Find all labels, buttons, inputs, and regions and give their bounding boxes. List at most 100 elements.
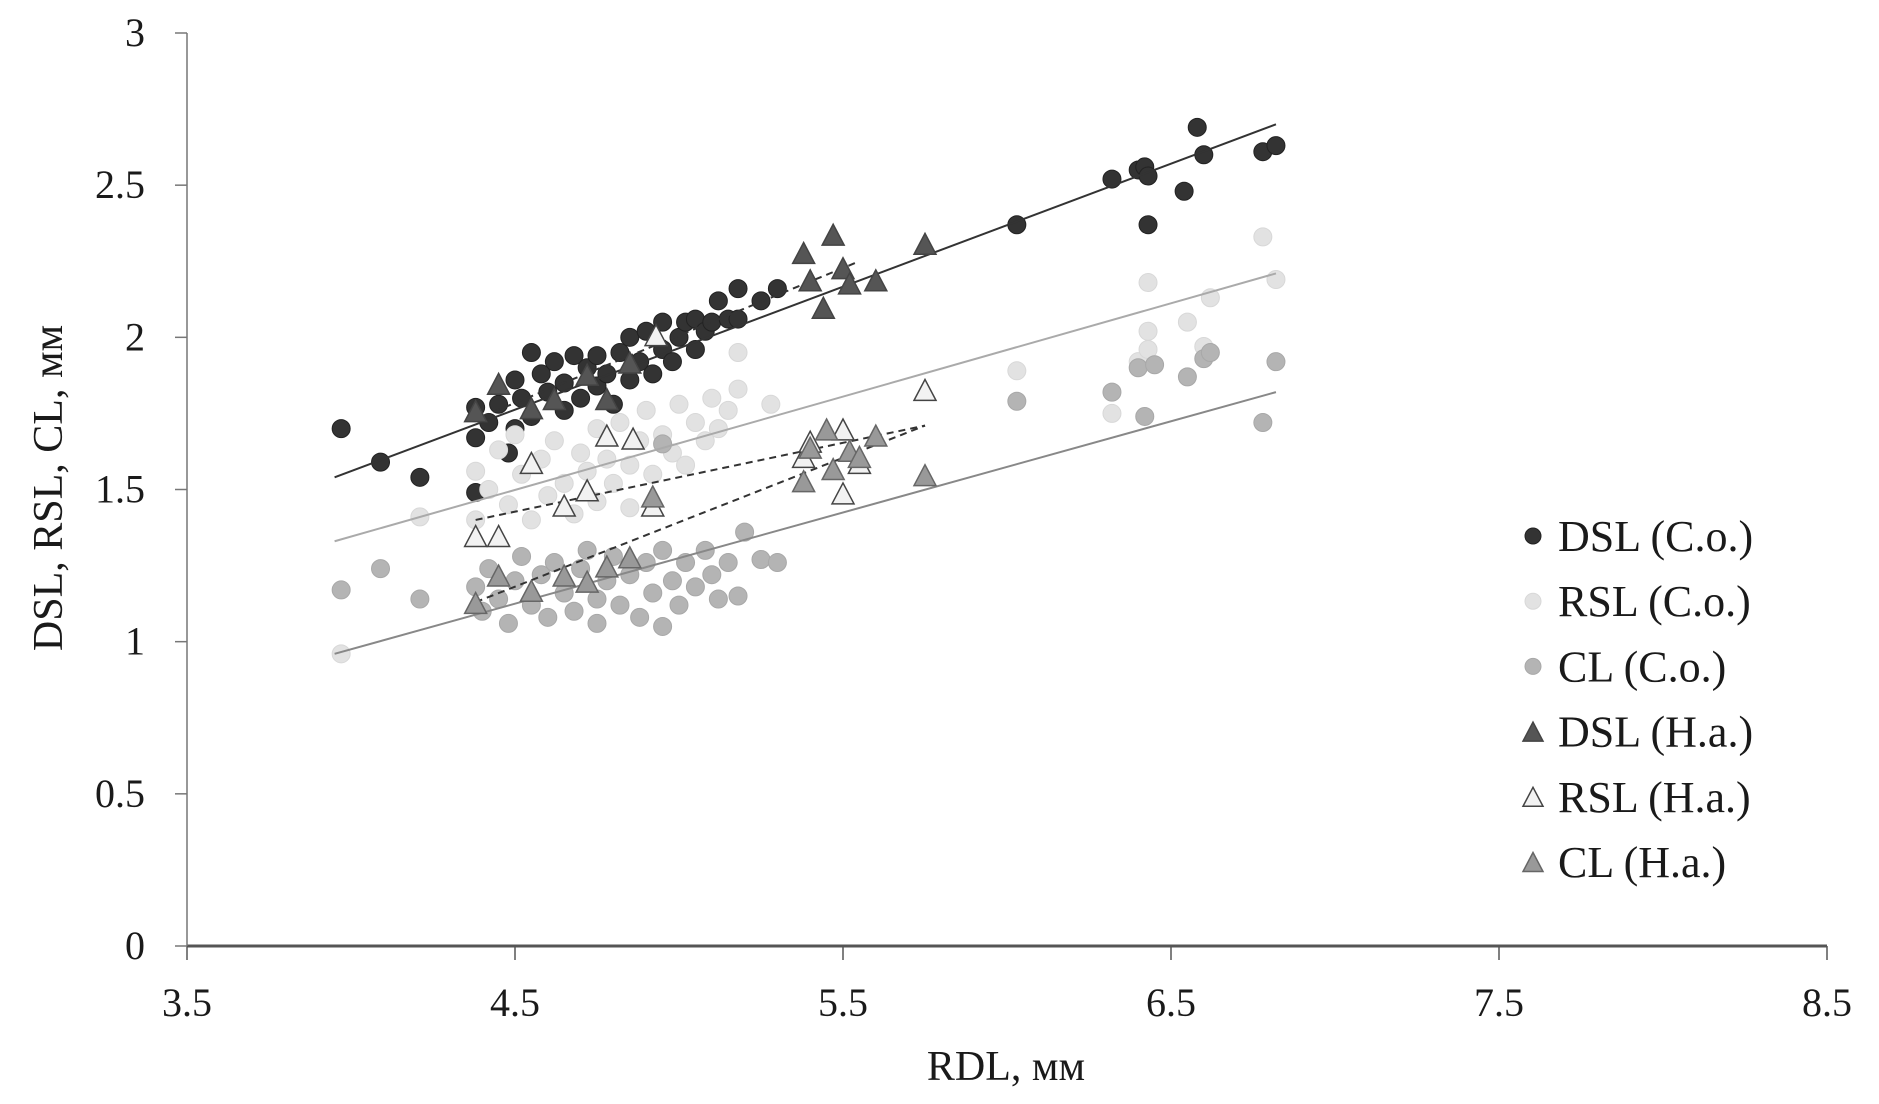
data-point — [410, 467, 430, 487]
data-point — [571, 559, 591, 579]
data-point — [912, 377, 938, 402]
data-point — [574, 569, 600, 593]
legend-label: RSL (C.o.) — [1558, 577, 1751, 626]
data-point — [519, 578, 544, 602]
data-point — [767, 279, 787, 299]
x-tick-label: 3.5 — [162, 980, 212, 1025]
data-point — [1253, 413, 1273, 433]
data-point — [371, 559, 391, 579]
data-point — [617, 545, 643, 569]
data-point — [410, 589, 430, 609]
data-point — [685, 577, 705, 597]
data-point — [653, 540, 673, 560]
data-point — [643, 323, 669, 347]
data-point — [554, 473, 574, 493]
data-point — [505, 370, 525, 390]
data-point — [685, 340, 705, 360]
legend-label: CL (C.o.) — [1558, 642, 1726, 691]
data-point — [577, 540, 597, 560]
y-tick-label: 1 — [125, 619, 145, 664]
data-point — [728, 279, 748, 299]
data-point — [830, 417, 856, 441]
data-point — [1177, 367, 1197, 387]
data-point — [531, 364, 551, 384]
data-point — [564, 346, 584, 366]
data-point — [610, 413, 630, 433]
legend-marker — [1524, 592, 1542, 610]
y-tick-label: 0.5 — [95, 771, 145, 816]
data-point — [676, 455, 696, 475]
data-point — [610, 595, 630, 615]
data-point — [1007, 361, 1027, 381]
data-point — [643, 464, 663, 484]
data-point — [702, 312, 722, 332]
trendline — [481, 260, 860, 418]
trendline — [334, 391, 1277, 655]
data-point — [1200, 343, 1220, 363]
data-point — [863, 268, 889, 292]
trendline — [334, 123, 1277, 479]
data-point — [486, 523, 511, 548]
data-point — [331, 644, 351, 664]
data-point — [466, 461, 486, 481]
y-axis-label: DSL, RSL, CL, мм — [26, 325, 72, 651]
data-point — [463, 590, 488, 615]
data-point — [912, 463, 938, 487]
data-points — [331, 117, 1286, 664]
data-point — [521, 510, 541, 530]
legend-marker — [1521, 850, 1545, 873]
data-point — [708, 589, 728, 609]
data-point — [702, 565, 722, 585]
data-point — [708, 419, 728, 439]
data-point — [643, 364, 663, 384]
data-point — [489, 440, 509, 460]
data-point — [331, 580, 351, 600]
data-point — [505, 425, 525, 445]
data-point — [551, 563, 577, 587]
data-point — [653, 312, 673, 332]
data-point — [587, 346, 607, 366]
data-point — [1135, 406, 1155, 426]
data-point — [797, 268, 823, 292]
x-tick-label: 5.5 — [818, 980, 868, 1025]
x-tick-label: 6.5 — [1146, 980, 1196, 1025]
data-point — [466, 428, 486, 448]
data-point — [1187, 117, 1207, 137]
data-point — [1102, 403, 1122, 423]
data-point — [1128, 358, 1148, 378]
data-point — [587, 613, 607, 633]
data-point — [617, 350, 643, 374]
data-point — [519, 450, 544, 475]
data-point — [791, 469, 816, 493]
data-point — [1266, 136, 1286, 156]
data-point — [1253, 227, 1273, 247]
data-point — [597, 449, 617, 469]
data-point — [751, 549, 771, 569]
data-point — [1266, 270, 1286, 290]
data-point — [463, 523, 488, 548]
data-point — [820, 456, 846, 481]
data-point — [1102, 382, 1122, 402]
data-point — [1138, 215, 1158, 235]
data-point — [863, 423, 889, 447]
data-point — [519, 396, 544, 420]
data-point — [571, 388, 591, 408]
data-point — [620, 327, 640, 347]
data-point — [574, 362, 600, 386]
data-point — [1007, 391, 1027, 411]
legend: DSL (C.o.) RSL (C.o.) CL (C.o.) DSL (H.a.) R… — [1521, 512, 1753, 887]
data-point — [728, 379, 748, 399]
data-point — [498, 495, 518, 515]
data-point — [912, 231, 938, 256]
data-point — [544, 352, 564, 372]
data-point — [544, 431, 564, 451]
data-point — [603, 473, 623, 493]
data-point — [620, 455, 640, 475]
data-point — [620, 498, 640, 518]
legend-marker — [1521, 785, 1545, 808]
data-point — [685, 413, 705, 433]
y-tick-label: 2 — [125, 314, 145, 359]
data-point — [662, 352, 682, 372]
data-point — [544, 553, 564, 573]
data-point — [620, 426, 646, 450]
